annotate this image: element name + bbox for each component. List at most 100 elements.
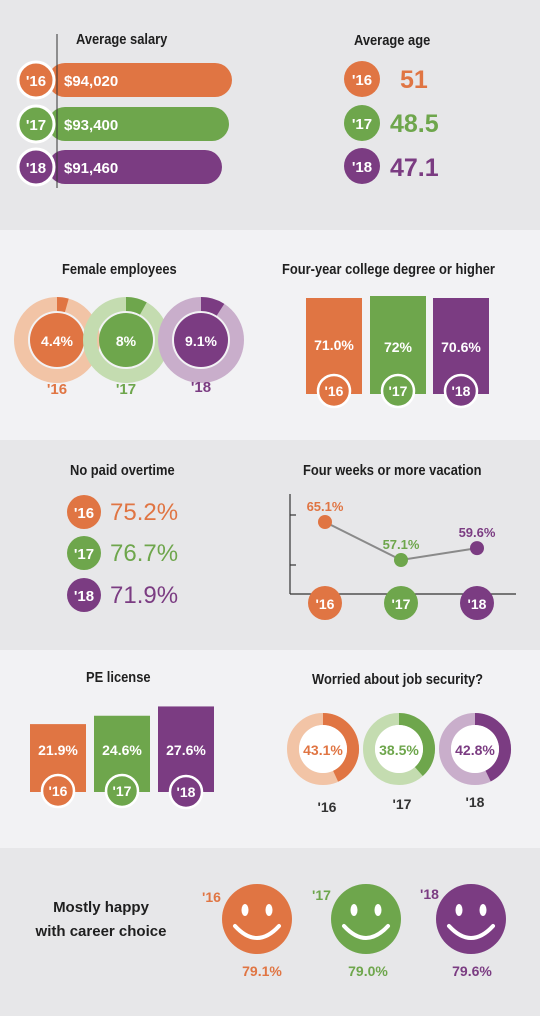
- security-donut-17: 38.5% '17: [363, 713, 435, 812]
- smiley-eye-right-16: [265, 904, 273, 916]
- salary-value-18: $91,460: [64, 160, 118, 177]
- security-core-16: [299, 725, 347, 773]
- smiley-eye-left-16: [241, 904, 249, 916]
- overtime-value-18: 71.9%: [110, 582, 178, 609]
- vacation-point-16: [318, 515, 332, 529]
- pe-badge-18: [168, 774, 204, 810]
- happy-chart: '16 79.1% '17 79.0% '18 79.6%: [202, 884, 506, 979]
- salary-year-16: '16: [26, 73, 46, 90]
- female-year-17: '17: [116, 381, 136, 398]
- pe-title: PE license: [86, 669, 151, 686]
- happy-face-16: '16 79.1%: [202, 884, 292, 979]
- pe-badge-17: [104, 773, 140, 809]
- female-chart: 4.4% '16 8% '17 9.1% '18: [14, 297, 244, 398]
- salary-bar-16: '16 $94,020: [16, 60, 232, 100]
- college-badge-16: [316, 373, 352, 409]
- security-donut-16: 43.1% '16: [287, 713, 359, 815]
- age-badge-16: [344, 61, 380, 97]
- female-arc-17: [125, 297, 147, 315]
- female-title: Female employees: [62, 261, 177, 278]
- pe-value-17: 24.6%: [102, 742, 142, 758]
- vacation-badge-18: [460, 586, 494, 620]
- security-donut-18: 42.8% '18: [439, 713, 511, 810]
- college-year-16: '16: [325, 383, 344, 399]
- security-year-18: '18: [466, 794, 485, 810]
- age-value-17: 48.5: [390, 110, 439, 138]
- happy-face-18: '18 79.6%: [420, 884, 506, 979]
- happy-title-line2: with career choice: [35, 923, 167, 940]
- college-value-17: 72%: [384, 339, 413, 355]
- vacation-year-17: '17: [392, 596, 411, 612]
- college-year-18: '18: [452, 383, 471, 399]
- college-title: Four-year college degree or higher: [282, 261, 495, 278]
- salary-bar-17: '17 $93,400: [16, 104, 229, 144]
- female-core-18: [174, 313, 228, 367]
- salary-badge-17: [16, 104, 56, 144]
- female-donut-18: 9.1% '18: [158, 297, 244, 396]
- overtime-badge-16: [67, 495, 101, 529]
- college-chart: 71.0% '16 72% '17 70.6% '18: [306, 296, 489, 409]
- happy-title-line1: Mostly happy: [53, 899, 149, 916]
- happy-face-17: '17 79.0%: [312, 884, 401, 979]
- overtime-value-16: 75.2%: [110, 499, 178, 526]
- overtime-year-17: '17: [74, 546, 94, 563]
- pe-year-16: '16: [49, 783, 68, 799]
- female-year-18: '18: [191, 379, 211, 396]
- pe-chart: 21.9% '16 24.6% '17 27.6% '18: [30, 706, 214, 810]
- age-year-16: '16: [352, 72, 372, 89]
- security-value-17: 38.5%: [379, 742, 419, 758]
- vacation-chart: 65.1% 57.1% 59.6% '16 '17 '18: [289, 494, 516, 620]
- security-arc-16: [322, 713, 359, 782]
- happy-year-18: '18: [420, 886, 439, 902]
- female-year-16: '16: [47, 381, 67, 398]
- salary-year-18: '18: [26, 160, 46, 177]
- happy-value-16: 79.1%: [242, 963, 282, 979]
- age-title: Average age: [354, 32, 431, 49]
- security-value-18: 42.8%: [455, 742, 495, 758]
- vacation-title: Four weeks or more vacation: [303, 462, 482, 479]
- female-value-18: 9.1%: [185, 333, 217, 349]
- happy-value-18: 79.6%: [452, 963, 492, 979]
- age-year-17: '17: [352, 116, 372, 133]
- age-badge-17: [344, 105, 380, 141]
- vacation-value-17: 57.1%: [383, 537, 420, 552]
- security-chart: 43.1% '16 38.5% '17 42.8% '18: [287, 713, 511, 815]
- female-value-16: 4.4%: [41, 333, 73, 349]
- happy-title: Mostly happy with career choice: [22, 896, 180, 944]
- female-core-17: [99, 313, 153, 367]
- smiley-mouth-17: [342, 924, 390, 940]
- salary-bar-17-shape: [48, 107, 229, 141]
- security-year-16: '16: [318, 799, 337, 815]
- smiley-eye-right-18: [479, 904, 487, 916]
- vacation-value-16: 65.1%: [307, 499, 344, 514]
- female-core-16: [30, 313, 84, 367]
- college-badge-18: [443, 373, 479, 409]
- security-value-16: 43.1%: [303, 742, 343, 758]
- security-arc-17: [398, 713, 435, 776]
- salary-bar-16-shape: [48, 63, 232, 97]
- smiley-icon-17: [331, 884, 401, 954]
- college-value-18: 70.6%: [441, 339, 481, 355]
- overtime-chart: '16 75.2% '17 76.7% '18 71.9%: [67, 495, 178, 612]
- security-arc-18: [474, 713, 511, 782]
- pe-year-17: '17: [113, 783, 132, 799]
- pe-value-18: 27.6%: [166, 742, 206, 758]
- female-arc-18: [200, 297, 225, 316]
- vacation-year-16: '16: [316, 596, 335, 612]
- vacation-value-18: 59.6%: [459, 525, 496, 540]
- pe-year-18: '18: [177, 784, 196, 800]
- salary-title: Average salary: [76, 31, 168, 48]
- overtime-badge-17: [67, 536, 101, 570]
- college-value-16: 71.0%: [314, 337, 354, 353]
- smiley-eye-left-18: [455, 904, 463, 916]
- pe-badge-16: [40, 773, 76, 809]
- smiley-eye-right-17: [374, 904, 382, 916]
- smiley-icon-16: [222, 884, 292, 954]
- overtime-badge-18: [67, 578, 101, 612]
- age-badge-18: [344, 148, 380, 184]
- smiley-icon-18: [436, 884, 506, 954]
- security-year-17: '17: [393, 796, 412, 812]
- female-donut-17: 8% '17: [83, 297, 169, 398]
- vacation-badge-16: [308, 586, 342, 620]
- salary-chart: '16 $94,020 '17 $93,400 '18 $91,460: [16, 34, 232, 188]
